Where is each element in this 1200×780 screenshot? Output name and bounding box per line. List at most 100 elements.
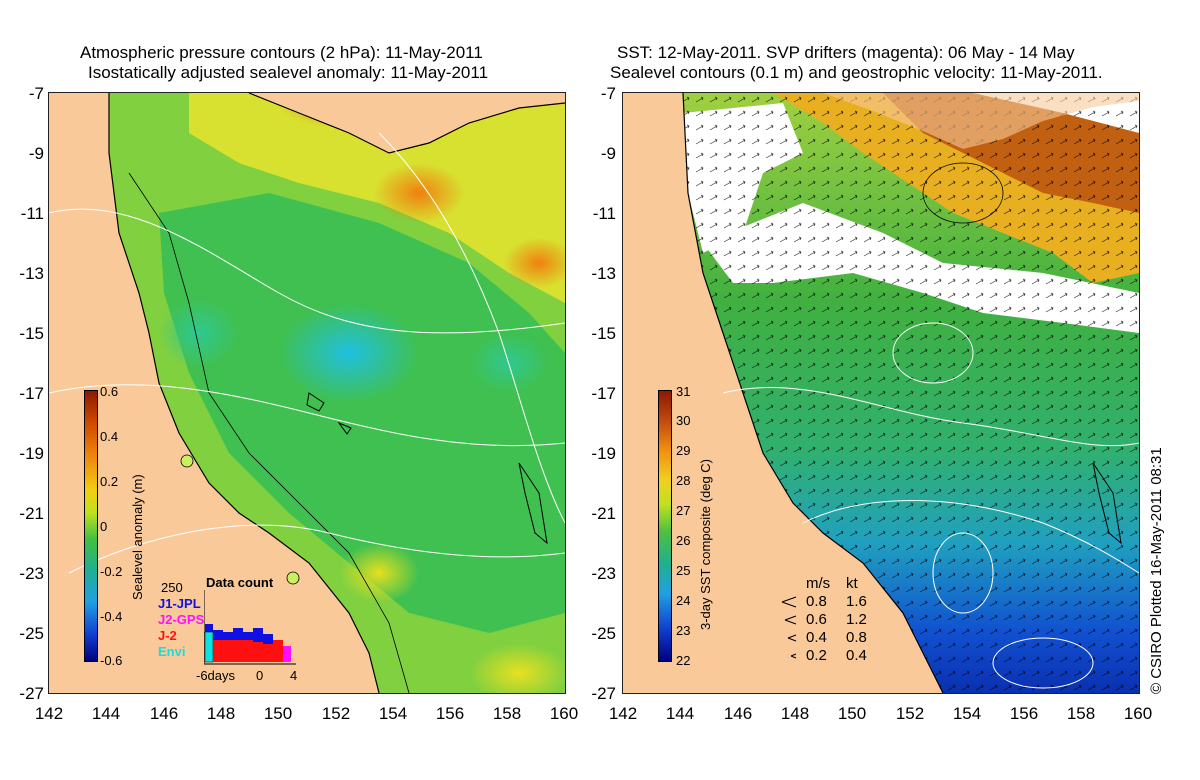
lon-tick: 156 xyxy=(1009,704,1039,723)
lon-tick: 160 xyxy=(549,704,579,723)
colorbar-tick: -0.4 xyxy=(100,609,123,624)
mission-label: J-2 xyxy=(158,628,177,643)
high-anomaly-north xyxy=(374,163,464,223)
lat-tick: -19 xyxy=(591,444,616,463)
lon-tick: 152 xyxy=(895,704,925,723)
australia-landmass xyxy=(49,93,379,693)
sst-map-svg xyxy=(623,93,1139,693)
lat-tick: -9 xyxy=(600,144,616,163)
lon-tick: 158 xyxy=(492,704,522,723)
colorbar-tick: 0.2 xyxy=(100,474,119,489)
velocity-legend-kt: 1.6 xyxy=(846,593,867,610)
colorbar-tick: 25 xyxy=(676,563,691,578)
lon-tick: 158 xyxy=(1066,704,1096,723)
velocity-legend-ms: 0.4 xyxy=(806,629,827,646)
lon-tick: 142 xyxy=(608,704,638,723)
lon-tick: 156 xyxy=(435,704,465,723)
pressure-contour xyxy=(378,132,565,524)
lat-tick: -7 xyxy=(28,84,44,103)
velocity-legend-ms: 0.2 xyxy=(806,647,827,664)
lat-tick: -13 xyxy=(19,264,44,283)
velocity-legend-kt: 1.2 xyxy=(846,611,867,628)
sealevel-contour xyxy=(722,386,1139,447)
sst-colorbar xyxy=(658,390,672,662)
lon-tick: 144 xyxy=(665,704,695,723)
lon-tick: 146 xyxy=(723,704,753,723)
colorbar-label: Sealevel anomaly (m) xyxy=(130,474,145,600)
colorbar-tick: 23 xyxy=(676,623,691,638)
colorbar-tick: 27 xyxy=(676,503,691,518)
eddy-west xyxy=(159,298,239,368)
lat-tick: -25 xyxy=(591,624,616,643)
australia-landmass xyxy=(623,93,943,693)
lat-tick: -7 xyxy=(600,84,616,103)
lon-tick: 146 xyxy=(149,704,179,723)
colorbar-label: 3-day SST composite (deg C) xyxy=(698,459,713,630)
reef-outline xyxy=(128,172,410,693)
lat-tick: -27 xyxy=(19,684,44,703)
velocity-legend-header-ms: m/s xyxy=(806,575,831,592)
lat-tick: -23 xyxy=(19,564,44,583)
colorbar-tick: 29 xyxy=(676,443,691,458)
lat-tick: -17 xyxy=(19,384,44,403)
lat-tick: -19 xyxy=(19,444,44,463)
sealevel-contour xyxy=(922,162,1004,224)
right-title-line2: Sealevel contours (0.1 m) and geostrophi… xyxy=(610,63,1103,82)
colorbar-tick: 22 xyxy=(676,653,691,668)
new-guinea-coastline xyxy=(248,93,565,154)
lat-tick: -9 xyxy=(28,144,44,163)
pressure-contour xyxy=(49,208,565,334)
left-title-line2: Isostatically adjusted sealevel anomaly:… xyxy=(88,63,489,82)
colorbar-tick: 0.4 xyxy=(100,429,119,444)
colorbar-tick: 31 xyxy=(676,384,691,399)
right-title-line1: SST: 12-May-2011. SVP drifters (magenta)… xyxy=(617,43,1075,62)
sealevel-anomaly-map xyxy=(48,92,566,694)
high-anomaly-northeast xyxy=(504,238,565,288)
colorbar-tick: 0 xyxy=(100,519,108,534)
colorbar-tick: 24 xyxy=(676,593,691,608)
low-anomaly-eddy xyxy=(279,303,419,403)
lon-tick: 148 xyxy=(206,704,236,723)
data-count-histogram xyxy=(204,590,296,665)
colorbar-tick: 0.6 xyxy=(100,384,119,399)
sealevel-anomaly-map-svg xyxy=(49,93,565,693)
geostrophic-velocity-arrows xyxy=(683,93,1139,693)
lat-tick: -21 xyxy=(591,504,616,523)
lon-tick: 144 xyxy=(91,704,121,723)
new-caledonia-outline xyxy=(518,462,548,545)
lon-tick: 160 xyxy=(1123,704,1153,723)
mission-label: J2-GPS xyxy=(158,612,205,627)
colorbar-tick: -0.6 xyxy=(100,653,123,668)
colorbar-tick: 30 xyxy=(676,413,691,428)
lon-tick: 154 xyxy=(378,704,408,723)
colorbar-tick: 26 xyxy=(676,533,691,548)
data-count-title: Data count xyxy=(206,575,274,590)
sst-map xyxy=(622,92,1140,694)
credit-text: © CSIRO Plotted 16-May-2011 08:31 xyxy=(1148,447,1165,694)
lat-tick: -23 xyxy=(591,564,616,583)
colorbar-tick: 28 xyxy=(676,473,691,488)
lon-tick: 150 xyxy=(837,704,867,723)
mission-label: Envi xyxy=(158,644,186,659)
new-guinea-landmass xyxy=(249,93,565,153)
pressure-contour xyxy=(49,384,565,447)
sealevel-contour xyxy=(802,500,1139,574)
tide-gauge-marker xyxy=(180,454,194,468)
tide-gauge-marker xyxy=(286,571,300,585)
sealevel-contour xyxy=(932,532,994,614)
lat-tick: -25 xyxy=(19,624,44,643)
sealevel-colorbar xyxy=(84,390,98,662)
velocity-legend-ms: 0.8 xyxy=(806,593,827,610)
colorbar-tick: -0.2 xyxy=(100,564,123,579)
histogram-axis-label: 4 xyxy=(290,668,298,683)
velocity-legend-kt: 0.4 xyxy=(846,647,867,664)
histogram-axis-label: -6days xyxy=(196,668,236,683)
sealevel-contour xyxy=(992,637,1094,689)
velocity-legend-kt: 0.8 xyxy=(846,629,867,646)
lon-tick: 150 xyxy=(263,704,293,723)
new-caledonia-outline xyxy=(1092,462,1122,545)
lon-tick: 154 xyxy=(952,704,982,723)
new-guinea-landmass xyxy=(823,93,1139,149)
lat-tick: -17 xyxy=(591,384,616,403)
lat-tick: -21 xyxy=(19,504,44,523)
